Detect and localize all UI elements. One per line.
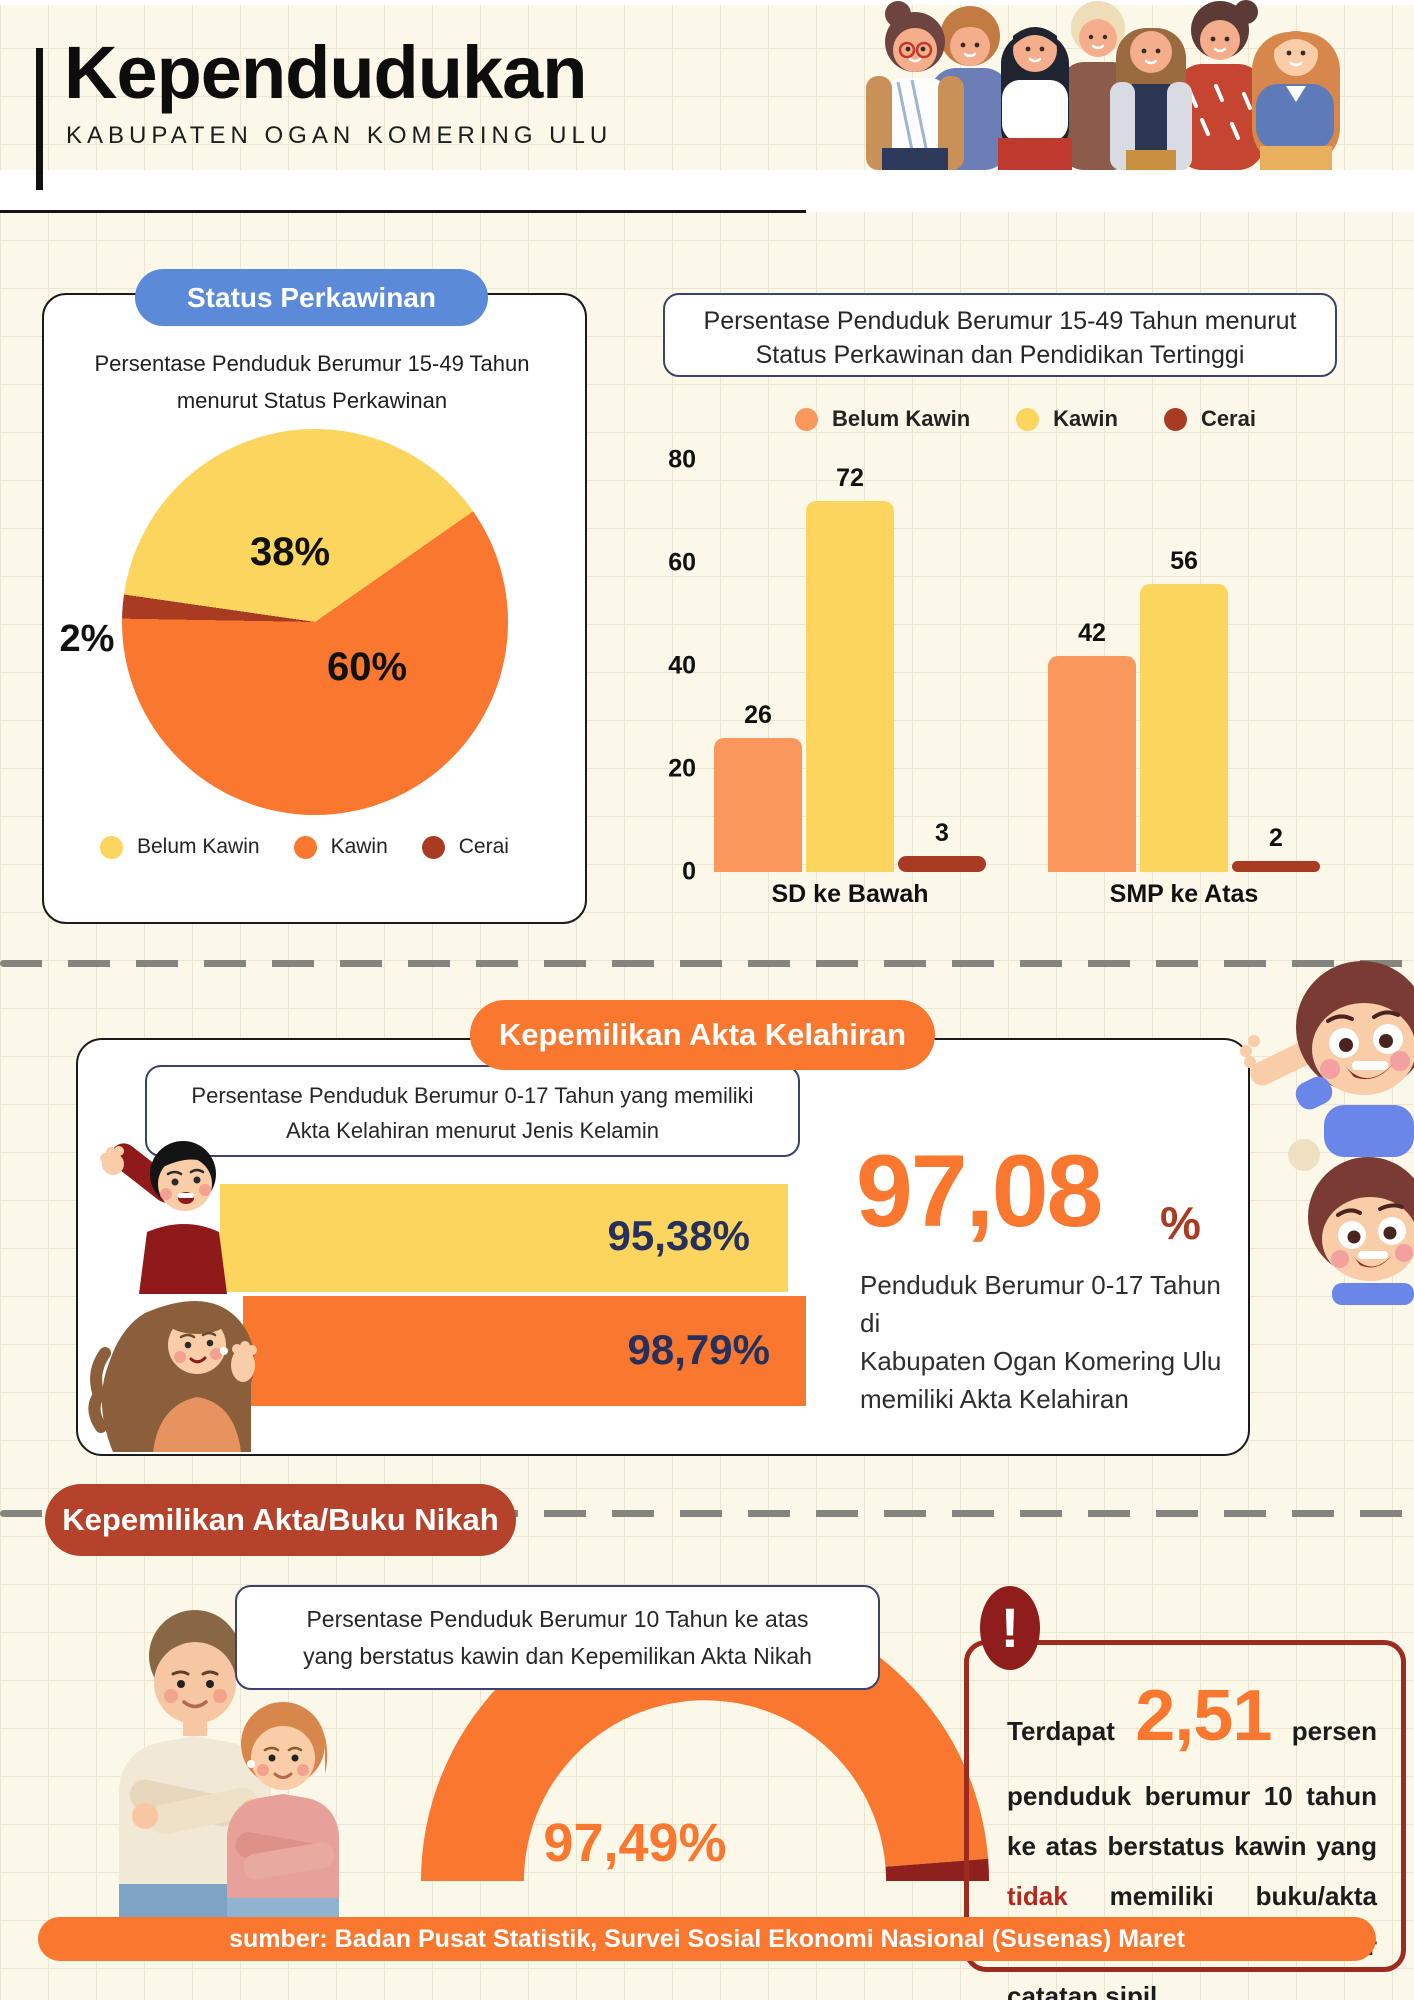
bar-chart-legend: Belum Kawin Kawin Cerai bbox=[795, 406, 1256, 432]
highlight-caption: Penduduk Berumur 0-17 Tahun di Kabupaten… bbox=[860, 1266, 1230, 1418]
bar-value-72: 72 bbox=[836, 464, 864, 492]
legend-dot-yellow-icon bbox=[1016, 407, 1040, 431]
bar-sd-kawin bbox=[806, 501, 894, 872]
pie-legend-item-belum-kawin: Belum Kawin bbox=[100, 835, 260, 859]
gauge-value-label: 97,49% bbox=[543, 1813, 727, 1873]
people-illustration bbox=[866, 0, 1340, 170]
caption-line2: Kabupaten Ogan Komering Ulu bbox=[860, 1346, 1222, 1376]
legend-dot-light-orange-icon bbox=[795, 407, 818, 431]
hbar-value-laki-laki: 95,38% bbox=[607, 1212, 750, 1259]
pie-legend-item-kawin: Kawin bbox=[293, 835, 388, 859]
y-axis-tick-80: 80 bbox=[668, 445, 696, 474]
ak-subtitle-line1: Persentase Penduduk Berumur 0-17 Tahun y… bbox=[191, 1083, 754, 1108]
pie-legend-label: Belum Kawin bbox=[137, 835, 260, 858]
page-subtitle: KABUPATEN OGAN KOMERING ULU bbox=[66, 122, 613, 149]
bar-value-26: 26 bbox=[744, 701, 772, 729]
bar-legend-item-belum-kawin: Belum Kawin bbox=[795, 406, 970, 432]
callout-intro: Terdapat bbox=[1007, 1716, 1115, 1746]
pie-chart-title: Persentase Penduduk Berumur 15-49 Tahun … bbox=[62, 345, 562, 419]
bar-legend-label: Belum Kawin bbox=[832, 406, 971, 431]
bar-value-42: 42 bbox=[1078, 619, 1106, 647]
title-accent-bar bbox=[36, 48, 43, 190]
akta-kelahiran-badge: Kepemilikan Akta Kelahiran bbox=[470, 1000, 935, 1070]
bar-sd-belum-kawin bbox=[714, 738, 802, 872]
bar-smp-cerai bbox=[1232, 861, 1320, 872]
section-divider-1 bbox=[0, 960, 1414, 967]
caption-line3: memiliki Akta Kelahiran bbox=[860, 1384, 1129, 1414]
ak-subtitle-line2: Akta Kelahiran menurut Jenis Kelamin bbox=[286, 1118, 659, 1143]
akta-nikah-badge: Kepemilikan Akta/Buku Nikah bbox=[45, 1484, 516, 1556]
pie-title-line2: menurut Status Perkawinan bbox=[176, 388, 448, 413]
pie-label-kawin: 60% bbox=[326, 645, 408, 689]
bar-legend-item-kawin: Kawin bbox=[1016, 406, 1118, 432]
bar-smp-belum-kawin bbox=[1048, 656, 1136, 872]
y-axis-tick-20: 20 bbox=[668, 754, 696, 783]
pie-chart bbox=[122, 429, 508, 815]
bar-value-56: 56 bbox=[1170, 547, 1198, 575]
alert-icon: ! bbox=[980, 1586, 1040, 1670]
hbar-laki-laki bbox=[220, 1184, 788, 1292]
pie-legend-label: Cerai bbox=[458, 835, 509, 858]
pie-title-line1: Persentase Penduduk Berumur 15-49 Tahun bbox=[94, 351, 530, 376]
akta-nikah-subtitle-box: Persentase Penduduk Berumur 10 Tahun ke … bbox=[235, 1585, 880, 1690]
y-axis-tick-0: 0 bbox=[682, 857, 696, 886]
kids-illustration bbox=[1240, 961, 1414, 1305]
callout-highlight-word: tidak bbox=[1007, 1881, 1068, 1911]
legend-dot-yellow-icon bbox=[100, 835, 123, 859]
page-title: Kependudukan bbox=[64, 31, 587, 114]
pie-label-cerai: 2% bbox=[59, 618, 115, 660]
y-axis-tick-40: 40 bbox=[668, 651, 696, 680]
highlight-value: 97,08 bbox=[856, 1134, 1103, 1248]
callout-text-a: penduduk berumur 10 tahun ke atas bersta… bbox=[1007, 1781, 1377, 1861]
hbar-value-perempuan: 98,79% bbox=[627, 1326, 770, 1373]
pie-label-belum-kawin: 38% bbox=[249, 530, 331, 574]
legend-dot-orange-icon bbox=[293, 835, 317, 859]
header-divider-line bbox=[0, 210, 806, 213]
header-divider-band bbox=[0, 170, 1414, 212]
category-sd-ke-bawah: SD ke Bawah bbox=[771, 880, 929, 908]
section-divider-2 bbox=[0, 1510, 1414, 1517]
akta-kelahiran-subtitle-box: Persentase Penduduk Berumur 0-17 Tahun y… bbox=[145, 1065, 800, 1157]
an-box-line2: yang berstatus kawin dan Kepemilikan Akt… bbox=[303, 1643, 812, 1669]
pie-legend: Belum Kawin Kawin Cerai bbox=[100, 835, 509, 859]
category-smp-ke-atas: SMP ke Atas bbox=[1109, 880, 1259, 908]
bar-title-line2: Status Perkawinan dan Pendidikan Terting… bbox=[755, 341, 1245, 369]
bar-value-3: 3 bbox=[935, 819, 949, 847]
callout-after-number: persen bbox=[1291, 1716, 1377, 1746]
status-perkawinan-badge: Status Perkawinan bbox=[135, 269, 488, 326]
callout-first-line: Terdapat 2,51 persen bbox=[1007, 1675, 1377, 1757]
bar-legend-label: Kawin bbox=[1053, 406, 1118, 431]
callout-paragraph: penduduk berumur 10 tahun ke atas bersta… bbox=[1007, 1771, 1377, 2000]
footer-source-bar: sumber: Badan Pusat Statistik, Survei So… bbox=[38, 1917, 1376, 1961]
legend-dot-maroon-icon bbox=[421, 835, 445, 859]
pie-legend-label: Kawin bbox=[330, 835, 388, 858]
bar-value-2: 2 bbox=[1269, 824, 1283, 852]
an-box-line1: Persentase Penduduk Berumur 10 Tahun ke … bbox=[306, 1606, 809, 1632]
bar-sd-cerai bbox=[898, 856, 986, 872]
bar-legend-item-cerai: Cerai bbox=[1163, 406, 1256, 432]
bar-chart-title-box: Persentase Penduduk Berumur 15-49 Tahun … bbox=[663, 293, 1337, 377]
y-axis-tick-60: 60 bbox=[668, 548, 696, 577]
caption-line1: Penduduk Berumur 0-17 Tahun di bbox=[860, 1270, 1221, 1338]
hbar-perempuan bbox=[243, 1296, 806, 1406]
highlight-percent-sign: % bbox=[1160, 1197, 1201, 1249]
pie-legend-item-cerai: Cerai bbox=[421, 835, 509, 859]
bar-title-line1: Persentase Penduduk Berumur 15-49 Tahun … bbox=[703, 307, 1297, 335]
bar-legend-label: Cerai bbox=[1200, 406, 1256, 431]
legend-dot-maroon-icon bbox=[1163, 407, 1187, 431]
top-white-strip bbox=[0, 0, 1414, 5]
callout-big-number: 2,51 bbox=[1135, 1676, 1272, 1756]
bar-smp-kawin bbox=[1140, 584, 1228, 872]
